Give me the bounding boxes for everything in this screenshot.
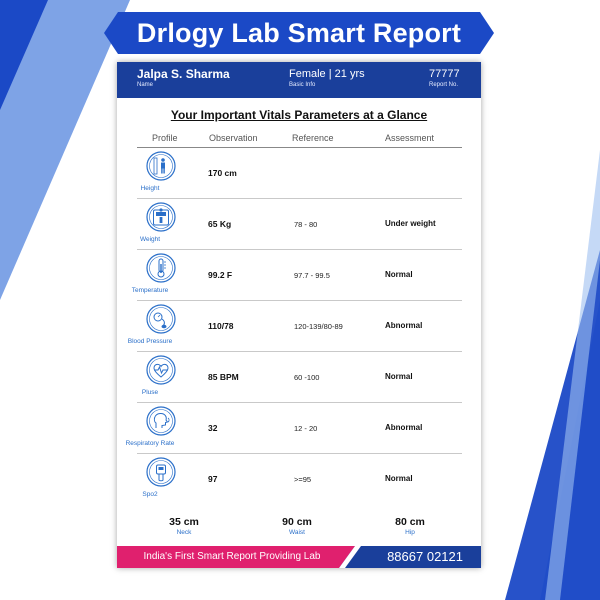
reference-value: 78 - 80: [294, 220, 318, 229]
neck-value: 35 cm: [169, 516, 199, 528]
assessment-value: Abnormal: [385, 321, 423, 330]
table-row: Height 170 cm: [137, 148, 462, 199]
assessment-value: Normal: [385, 270, 413, 279]
assessment-value: Under weight: [385, 219, 436, 228]
observation-value: 65 Kg: [208, 219, 232, 229]
observation-value: 110/78: [208, 321, 234, 331]
report-number: 77777: [429, 68, 460, 80]
patient-header: Jalpa S. Sharma Name Female | 21 yrs Bas…: [117, 62, 481, 98]
basic-info: Female | 21 yrs: [289, 68, 365, 80]
banner-title: Drlogy Lab Smart Report: [136, 18, 462, 48]
table-row: Respiratory Rate 32 12 - 20 Abnormal: [126, 403, 462, 454]
waist-value: 90 cm: [282, 516, 312, 528]
weight-scale-icon: [146, 202, 176, 232]
column-header-observation: Observation: [209, 133, 258, 143]
heart-pulse-icon: [146, 355, 176, 385]
table-row: Blood Pressure 110/78 120-139/80-89 Abno…: [128, 301, 462, 352]
header-divider: [137, 147, 462, 148]
report-footer: India's First Smart Report Providing Lab…: [117, 546, 481, 568]
vital-label: Temperature: [131, 287, 169, 294]
patient-name-block: Jalpa S. Sharma Name: [137, 68, 230, 90]
waist-measurement: 90 cm Waist: [252, 516, 342, 538]
report-card: Jalpa S. Sharma Name Female | 21 yrs Bas…: [117, 62, 481, 568]
respiratory-icon: [146, 406, 176, 436]
footer-tagline: India's First Smart Report Providing Lab: [143, 551, 321, 562]
observation-value: 170 cm: [208, 168, 237, 178]
reference-value: >=95: [294, 475, 312, 484]
vital-label: Height: [140, 185, 160, 192]
body-measurements: 35 cm Neck 90 cm Waist 80 cm Hip: [117, 516, 481, 542]
waist-label: Waist: [288, 529, 305, 536]
neck-measurement: 35 cm Neck: [139, 516, 229, 538]
vitals-table: Height 170 cm Weight 65 Kg 78 - 80 Under…: [126, 148, 462, 505]
blood-pressure-icon: [146, 304, 176, 334]
observation-value: 99.2 F: [208, 270, 233, 280]
hip-measurement: 80 cm Hip: [365, 516, 455, 538]
report-no-block: 77777 Report No.: [429, 68, 460, 90]
table-row: Temperature 99.2 F 97.7 - 99.5 Normal: [132, 250, 462, 301]
basic-info-block: Female | 21 yrs Basic Info: [289, 68, 365, 90]
column-header-assessment: Assessment: [385, 133, 435, 143]
footer-phone: 88667 02121: [387, 549, 463, 564]
observation-value: 97: [208, 474, 218, 484]
basic-info-label: Basic Info: [289, 82, 316, 88]
report-number-label: Report No.: [429, 82, 459, 88]
assessment-value: Abnormal: [385, 423, 423, 432]
thermometer-icon: [146, 253, 176, 283]
vital-label: Spo2: [142, 491, 158, 498]
hip-value: 80 cm: [395, 516, 425, 528]
reference-value: 97.7 - 99.5: [294, 271, 330, 280]
pulse-oximeter-icon: [146, 457, 176, 487]
section-title: Your Important Vitals Parameters at a Gl…: [170, 108, 428, 122]
banner-shape: [104, 12, 494, 54]
vital-label: Blood Pressure: [127, 338, 173, 345]
footer-bar: [117, 546, 481, 568]
reference-value: 120-139/80-89: [294, 322, 343, 331]
column-header-profile: Profile: [152, 133, 178, 143]
height-icon: [146, 151, 176, 181]
column-header-reference: Reference: [292, 133, 334, 143]
table-row: Pluse 85 BPM 60 -100 Normal: [137, 352, 462, 403]
vital-label: Pluse: [141, 389, 159, 396]
table-row: Spo2 97 >=95 Normal: [137, 454, 462, 505]
patient-name: Jalpa S. Sharma: [137, 67, 230, 81]
table-row: Weight 65 Kg 78 - 80 Under weight: [137, 199, 462, 250]
assessment-value: Normal: [385, 372, 413, 381]
observation-value: 85 BPM: [208, 372, 239, 382]
hip-label: Hip: [405, 529, 415, 536]
vital-label: Weight: [139, 236, 161, 243]
assessment-value: Normal: [385, 474, 413, 483]
observation-value: 32: [208, 423, 218, 433]
reference-value: 60 -100: [294, 373, 320, 382]
neck-label: Neck: [176, 529, 192, 536]
report-banner: Drlogy Lab Smart Report: [104, 12, 494, 54]
reference-value: 12 - 20: [294, 424, 318, 433]
vital-label: Respiratory Rate: [125, 440, 175, 447]
patient-name-label: Name: [137, 82, 154, 88]
